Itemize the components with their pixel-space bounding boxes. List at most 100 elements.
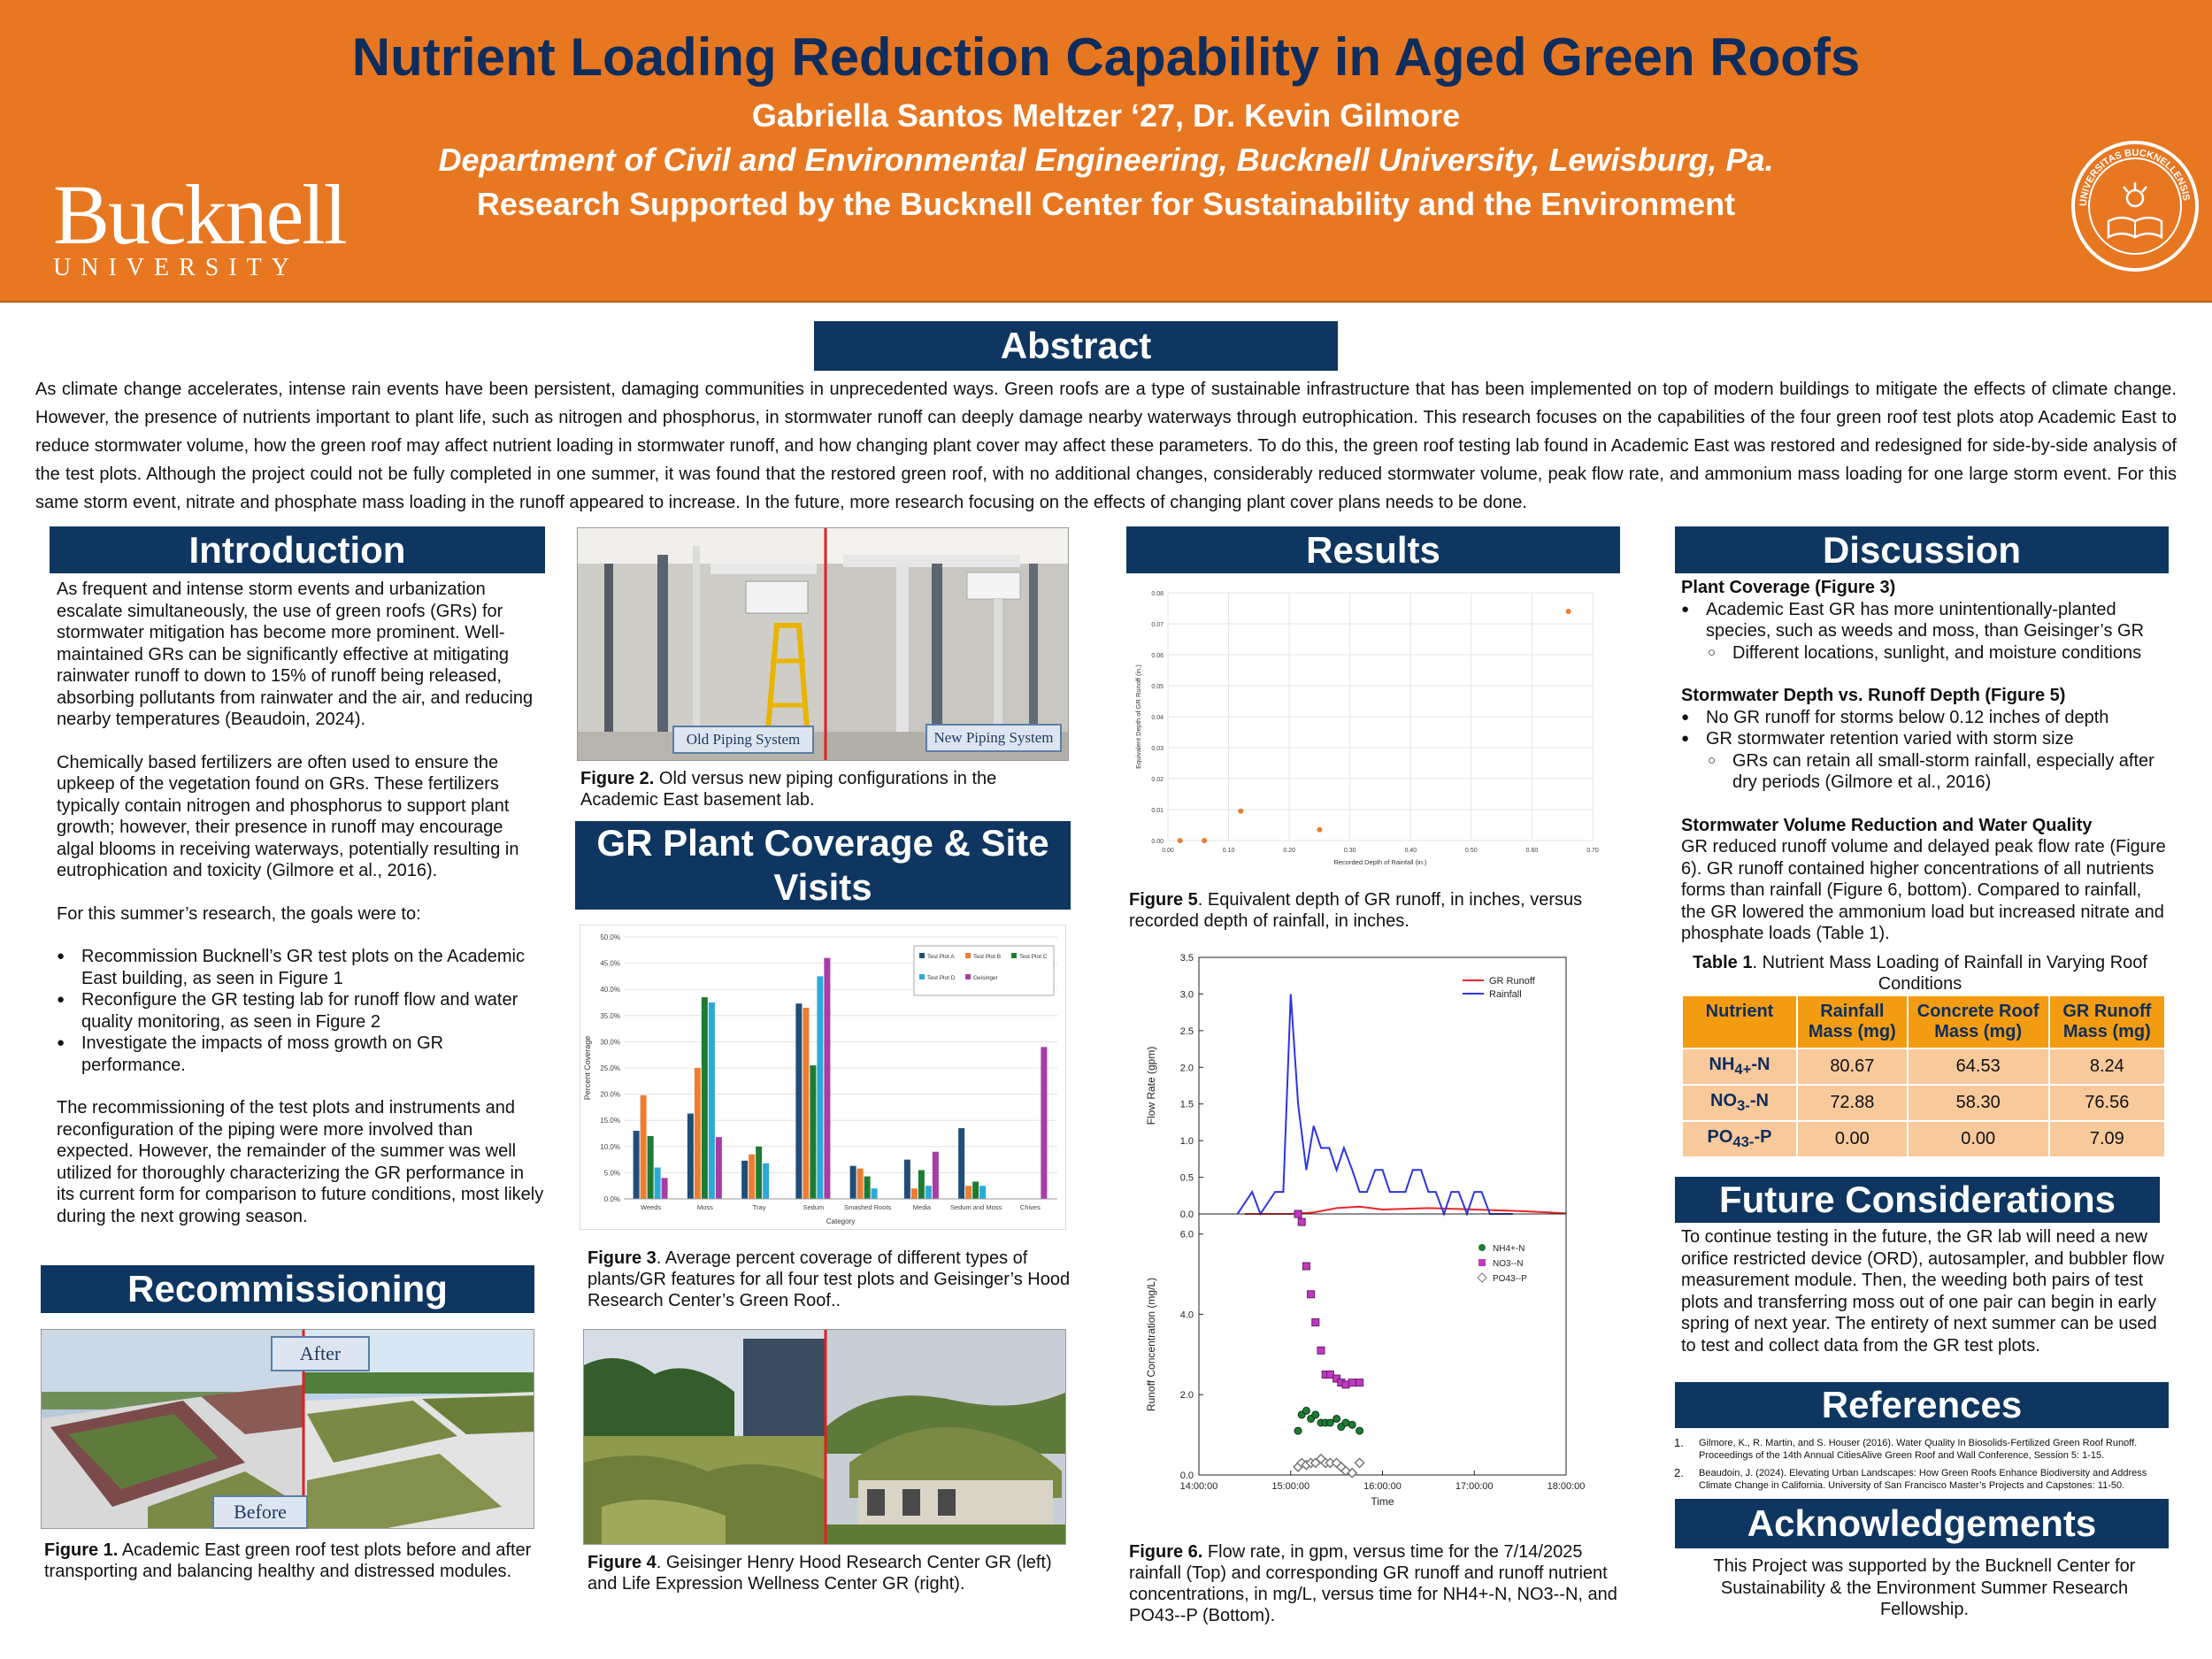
figure1-caption: Figure 1. Academic East green roof test … bbox=[44, 1540, 532, 1581]
data-point bbox=[1333, 1374, 1341, 1383]
y-tick-label: 30.0% bbox=[600, 1038, 620, 1046]
table-row: NH4+-N 80.67 64.53 8.24 bbox=[1681, 1048, 2167, 1086]
table-cell: 64.53 bbox=[1906, 1048, 2050, 1086]
intro-p2: Chemically based fertilizers are often u… bbox=[57, 752, 519, 881]
nutrient-name: NH4+-N bbox=[1681, 1048, 1798, 1086]
y-tick-label: 1.0 bbox=[1180, 1136, 1194, 1147]
data-point bbox=[1302, 1262, 1310, 1271]
y-axis-label: Equivalent Depth of GR Runoff (in.) bbox=[1134, 664, 1142, 769]
legend-swatch bbox=[919, 974, 925, 979]
data-point bbox=[1325, 1371, 1334, 1379]
discussion-section-head: Stormwater Volume Reduction and Water Qu… bbox=[1681, 815, 2093, 835]
nutrient-mass-table: Nutrient Rainfall Mass (mg) Concrete Roo… bbox=[1681, 995, 2167, 1158]
data-point bbox=[1356, 1379, 1364, 1387]
y-tick-label: 4.0 bbox=[1180, 1310, 1194, 1320]
x-tick-label: 15:00:00 bbox=[1271, 1481, 1310, 1492]
bar bbox=[910, 1188, 918, 1199]
acknowledgements-text: This Project was supported by the Buckne… bbox=[1713, 1556, 2136, 1619]
logo-sub: UNIVERSITY bbox=[53, 254, 299, 281]
x-tick-label: Tray bbox=[753, 1203, 766, 1211]
y-tick-label: 45.0% bbox=[600, 960, 620, 968]
future-text: To continue testing in the future, the G… bbox=[1681, 1227, 2164, 1356]
legend-label: NH4+-N bbox=[1493, 1244, 1525, 1254]
x-axis-label: Recorded Depth of Rainfall (in.) bbox=[1333, 858, 1427, 866]
legend-swatch bbox=[1479, 1244, 1486, 1251]
discussion-section-head: Stormwater Depth vs. Runoff Depth (Figur… bbox=[1681, 686, 2066, 705]
y-tick-label: 3.0 bbox=[1180, 989, 1194, 1000]
before-label: Before bbox=[212, 1495, 308, 1529]
y-tick-label: 0.02 bbox=[1151, 777, 1164, 783]
table-cell: 8.24 bbox=[2047, 1048, 2167, 1086]
data-point bbox=[1317, 1346, 1325, 1355]
x-tick-label: 0.60 bbox=[1526, 848, 1539, 854]
legend-label: PO43--P bbox=[1493, 1274, 1527, 1284]
legend-swatch bbox=[919, 953, 925, 958]
legend: Test Plot A Test Plot B Test Plot C Test Pl… bbox=[913, 945, 1055, 996]
discussion-bullet: Academic East GR has more unintentionall… bbox=[1681, 599, 2170, 642]
y-tick-label: 0.01 bbox=[1151, 808, 1164, 814]
y-tick-label: 3.5 bbox=[1180, 953, 1194, 964]
y-tick-label: 0.03 bbox=[1151, 746, 1164, 752]
legend-label: Geisinger bbox=[973, 975, 999, 981]
acknowledgements-heading: Acknowledgements bbox=[1675, 1499, 2169, 1548]
y-tick-label: 2.5 bbox=[1180, 1026, 1194, 1037]
bar bbox=[803, 1007, 810, 1199]
bar bbox=[708, 1002, 715, 1199]
data-point bbox=[1294, 1210, 1302, 1218]
bar bbox=[749, 1154, 756, 1199]
poster-title: Nutrient Loading Reduction Capability in… bbox=[351, 27, 1861, 87]
data-point bbox=[1302, 1406, 1310, 1415]
bar bbox=[932, 1151, 939, 1199]
legend-label: NO3--N bbox=[1493, 1259, 1523, 1269]
data-point bbox=[1356, 1426, 1364, 1435]
future-heading: Future Considerations bbox=[1675, 1177, 2160, 1223]
figure6-chart: 0.0 0.5 1.0 1.5 2.0 2.5 3.0 3.5 Flow Rate (gpm) G… bbox=[1128, 949, 1615, 1524]
table-cell: 58.30 bbox=[1906, 1084, 2050, 1122]
recommissioning-heading: Recommissioning bbox=[41, 1265, 534, 1313]
figure4-photo bbox=[583, 1329, 1066, 1545]
discussion-body: Plant Coverage (Figure 3) Academic East … bbox=[1681, 577, 2170, 945]
results-heading: Results bbox=[1126, 526, 1620, 573]
discussion-section-head: Plant Coverage (Figure 3) bbox=[1681, 578, 1896, 597]
figure6-caption: Figure 6. Flow rate, in gpm, versus time… bbox=[1129, 1542, 1617, 1625]
data-point bbox=[1177, 838, 1183, 843]
x-tick-label: 16:00:00 bbox=[1363, 1481, 1402, 1492]
table1-caption: Table 1. Nutrient Mass Loading of Rainfa… bbox=[1693, 953, 2147, 994]
table-cell: 0.00 bbox=[1906, 1120, 2050, 1158]
university-seal: UNIVERSITAS BUCKNELLENSIS bbox=[2071, 141, 2199, 272]
bar bbox=[701, 997, 708, 1199]
figure4-caption: Figure 4. Geisinger Henry Hood Research … bbox=[588, 1553, 1052, 1594]
y-tick-label: 0.00 bbox=[1151, 839, 1164, 845]
bar bbox=[958, 1128, 965, 1199]
y-tick-label: 5.0% bbox=[604, 1169, 620, 1177]
legend-label: Test Plot C bbox=[1019, 954, 1048, 960]
bar bbox=[687, 1113, 694, 1199]
legend-swatch bbox=[1011, 953, 1017, 958]
x-axis-label: Category bbox=[826, 1217, 855, 1225]
bar bbox=[918, 1170, 925, 1199]
x-tick-label: Moss bbox=[697, 1203, 713, 1211]
bar bbox=[647, 1135, 654, 1199]
x-tick-label: 18:00:00 bbox=[1548, 1481, 1586, 1492]
table-row: PO43--P 0.00 0.00 7.09 bbox=[1681, 1120, 2167, 1158]
table-cell: 0.00 bbox=[1796, 1120, 1909, 1158]
discussion-bullet: GR stormwater retention varied with stor… bbox=[1681, 728, 2170, 750]
table-header: Rainfall Mass (mg) bbox=[1796, 995, 1909, 1049]
x-tick-label: Media bbox=[913, 1203, 932, 1211]
reference-item: 2. Beaudoin, J. (2024). Elevating Urban L… bbox=[1674, 1466, 2147, 1492]
goal-item: Recommission Bucknell’s GR test plots on… bbox=[57, 946, 545, 989]
discussion-subbullet: GRs can retain all small-storm rainfall,… bbox=[1681, 750, 2170, 794]
introduction-heading: Introduction bbox=[50, 526, 545, 573]
bar bbox=[965, 1186, 972, 1199]
data-point bbox=[1333, 1414, 1341, 1423]
references-heading: References bbox=[1675, 1382, 2169, 1428]
data-point bbox=[1297, 1217, 1306, 1226]
legend-swatch bbox=[965, 953, 971, 958]
data-point bbox=[1348, 1420, 1356, 1429]
data-point bbox=[1311, 1410, 1320, 1419]
y-tick-label: 50.0% bbox=[600, 933, 620, 941]
figure5-caption: Figure 5. Equivalent depth of GR runoff,… bbox=[1129, 890, 1583, 931]
y-tick-label: 0.0 bbox=[1180, 1210, 1194, 1220]
y-tick-label: 40.0% bbox=[600, 986, 620, 994]
x-tick-label: 0.50 bbox=[1465, 848, 1478, 854]
